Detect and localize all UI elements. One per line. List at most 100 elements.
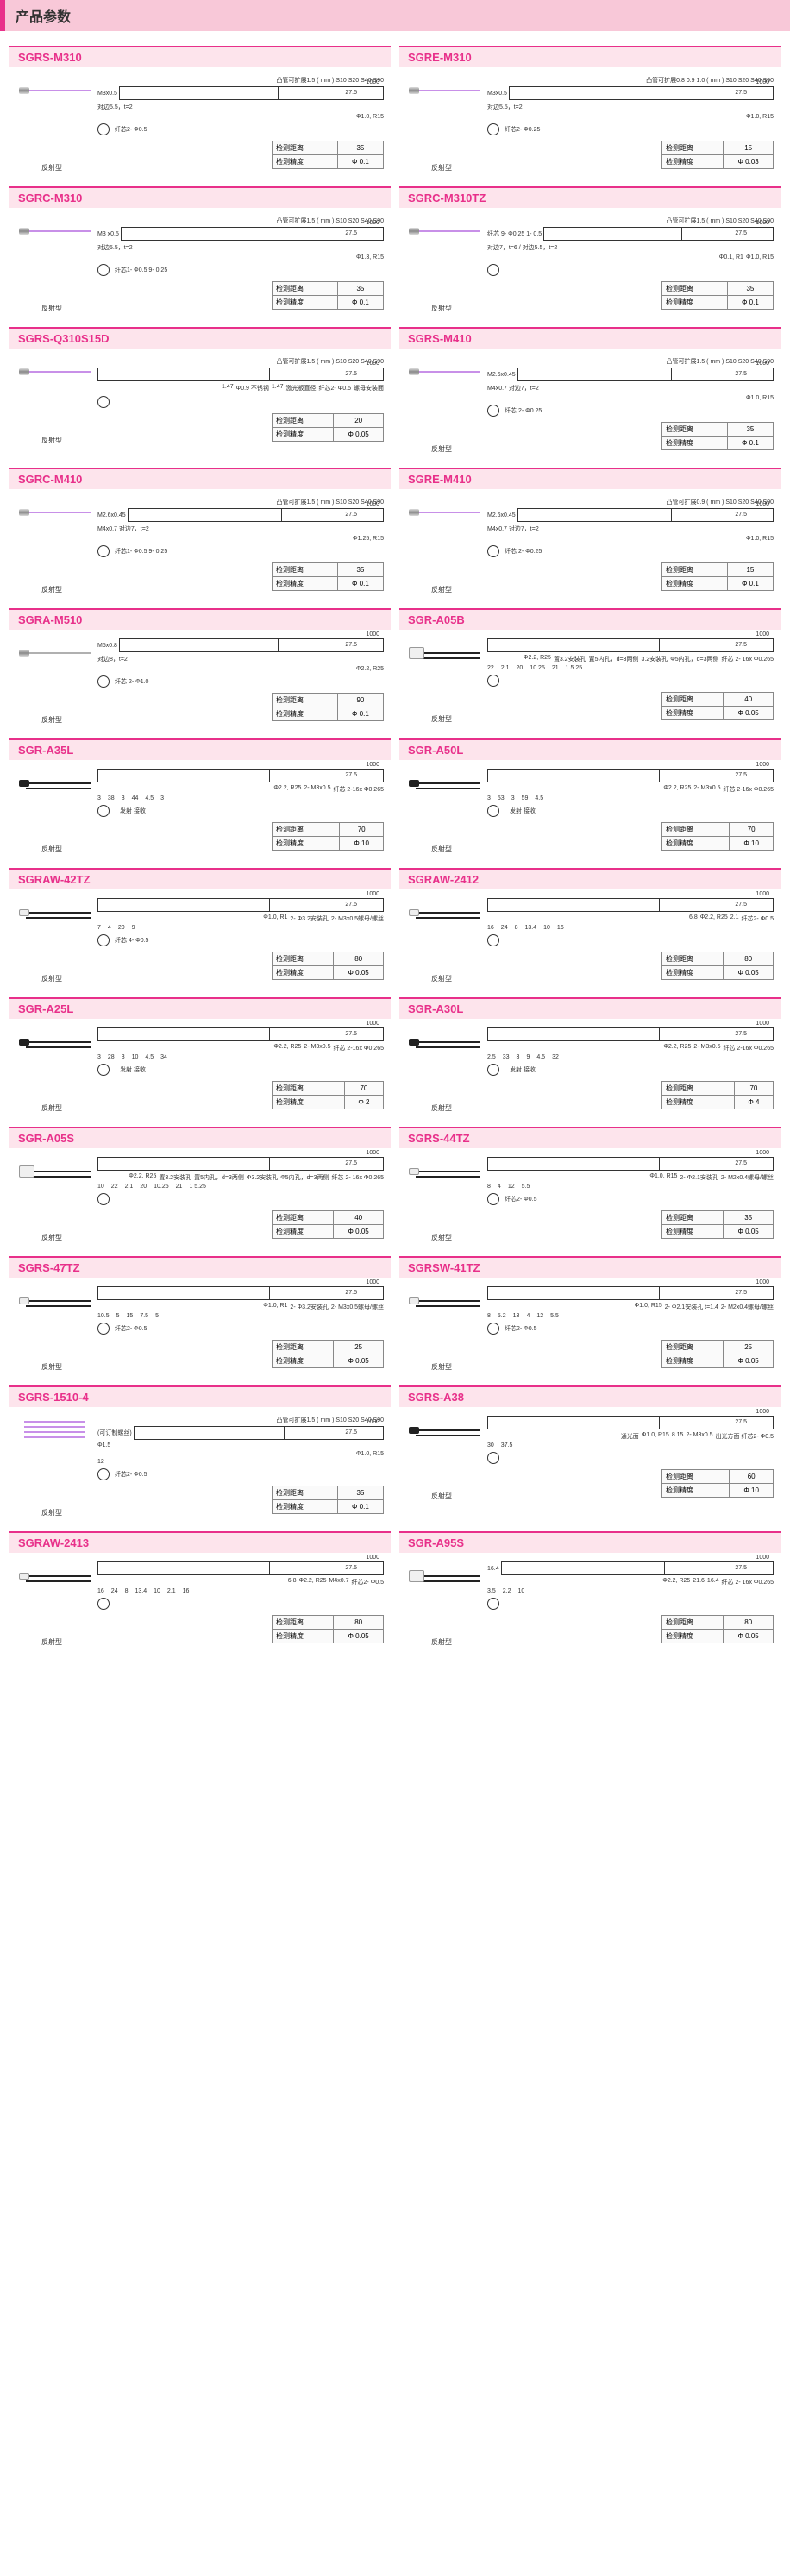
beam-note: 凸管可扩展1.5 ( mm ) S10 S20 S40 S90 [97, 498, 384, 506]
spec-acc-label: 检测精度 [662, 296, 728, 310]
dim-cable: 1000 [366, 79, 379, 85]
product-photo: 反射型 [13, 1558, 91, 1647]
dim-note: 21.6 [693, 1578, 705, 1586]
product-body: 反射型 凸管可扩展1.5 ( mm ) S10 S20 S40 S90100027… [9, 349, 391, 450]
dim-note: Φ3.2安装孔 [247, 1173, 278, 1182]
core-icon [487, 405, 499, 417]
product-photo: 反射型 [13, 1024, 91, 1113]
dim-note: Φ1.0, R15 [746, 536, 774, 542]
dim-value: 3 [487, 795, 491, 801]
type-label: 反射型 [41, 1637, 62, 1647]
product-photo: 反射型 [13, 635, 91, 725]
dim-left-2: M4x0.7 对边7，t=2 [97, 525, 149, 533]
spec-table: 检测距离80检测精度Φ 0.05 [272, 952, 384, 980]
tech-drawing: 100027.5Φ2.2, R25置3.2安装孔置5内孔，d=3两侧3.2安装孔… [484, 635, 777, 724]
spec-acc-label: 检测精度 [662, 707, 724, 720]
spec-acc-label: 检测精度 [662, 1484, 730, 1498]
emit-recv-label: 发射 接收 [120, 1065, 146, 1074]
spec-table: 检测距离25检测精度Φ 0.05 [661, 1340, 774, 1368]
tech-drawing: 100027.5Φ1.0, R152- Φ2.1安装孔2- M2x0.4螺母/螺… [484, 1153, 777, 1242]
product-photo: 反射型 [403, 72, 480, 173]
dim-value: 13 [513, 1313, 520, 1319]
beam-note: 凸管可扩展1.5 ( mm ) S10 S20 S40 S90 [97, 217, 384, 225]
dim-value: 20 [118, 925, 125, 931]
spec-dist-value: 70 [730, 823, 774, 837]
dim-cable: 1000 [756, 891, 769, 897]
spec-table: 检测距离80检测精度Φ 0.05 [661, 952, 774, 980]
core-icon [487, 805, 499, 817]
product-body: 反射型凸管可扩展1.5 ( mm ) S10 S20 S40 S90M3x0.5… [9, 67, 391, 178]
spec-acc-label: 检测精度 [273, 1096, 345, 1109]
type-label: 反射型 [431, 1103, 452, 1113]
dim-note: 1.47 [272, 384, 284, 393]
type-label: 反射型 [41, 436, 62, 445]
dim-note: Φ2.2, R25 [298, 1578, 326, 1586]
spec-table: 检测距离35检测精度Φ 0.1 [661, 422, 774, 450]
product-card: SGRS-1510-4反射型凸管可扩展1.5 ( mm ) S10 S20 S4… [9, 1385, 392, 1524]
product-body: 反射型100027.56.8Φ2.2, R252.1纤芯2- Φ0.516248… [399, 889, 781, 989]
spec-dist-value: 35 [724, 1211, 774, 1225]
dim-note: 16.4 [707, 1578, 719, 1586]
spec-table: 检测距离70检测精度Φ 4 [661, 1081, 774, 1109]
core-icon [487, 545, 499, 557]
dim-value: 3 [122, 795, 125, 801]
dim-note: Φ5内孔，d=3两侧 [670, 655, 718, 663]
core-icon [97, 1193, 110, 1205]
spec-acc-label: 检测精度 [273, 707, 338, 721]
spec-dist-value: 70 [344, 1082, 383, 1096]
dim-275: 27.5 [735, 1160, 747, 1166]
dim-275: 27.5 [345, 1565, 357, 1571]
dim-value: 34 [160, 1054, 167, 1060]
dim-note: 2.1 [730, 914, 739, 923]
tech-drawing: 凸管可扩展1.5 ( mm ) S10 S20 S40 S90100027.51… [94, 354, 387, 445]
emit-recv-label: 发射 接收 [510, 807, 536, 815]
dim-note: 2- M3x0.5 [693, 785, 720, 794]
spec-dist-label: 检测距离 [273, 141, 338, 155]
core-spec: 纤芯2- Φ0.5 [115, 1324, 147, 1333]
spec-acc-label: 检测精度 [273, 837, 340, 851]
product-photo: 反射型 [13, 1153, 91, 1242]
type-label: 反射型 [431, 1637, 452, 1647]
core-icon [487, 123, 499, 135]
dim-value: 32 [552, 1054, 559, 1060]
spec-table: 检测距离35检测精度Φ 0.1 [272, 141, 384, 169]
dim-note: Φ1.0, R15 [635, 1303, 662, 1311]
type-label: 反射型 [41, 1233, 62, 1242]
spec-acc-value: Φ 0.03 [724, 155, 774, 169]
tech-drawing: 100027.56.8Φ2.2, R252.1纤芯2- Φ0.51624813.… [484, 895, 777, 983]
dim-cable: 1000 [366, 1021, 379, 1027]
spec-dist-label: 检测距离 [662, 423, 728, 437]
core-spec: 纤芯 2- Φ0.25 [505, 547, 542, 556]
type-label: 反射型 [41, 715, 62, 725]
type-label: 反射型 [41, 974, 62, 983]
product-card: SGR-A95S反射型16.4100027.5Φ2.2, R2521.616.4… [398, 1530, 781, 1653]
dim-note: 2- M3x0.5螺母/螺丝 [331, 1303, 384, 1311]
product-card: SGRA-M510反射型M5x0.8100027.5对边8，t=2Φ2.2, R… [9, 607, 392, 731]
core-icon [97, 675, 110, 688]
product-body: 反射型凸管可扩展1.5 ( mm ) S10 S20 S40 S90M2.6x0… [399, 349, 781, 459]
dim-value: 22 [487, 665, 494, 671]
spec-dist-value: 40 [724, 693, 774, 707]
core-icon [97, 805, 110, 817]
spec-table: 检测距离70检测精度Φ 10 [661, 822, 774, 851]
dim-note: 纤芯2- Φ0.5 [352, 1578, 385, 1586]
dim-value: 8 [515, 925, 518, 931]
dim-cable: 1000 [756, 1279, 769, 1285]
product-body: 反射型100027.5Φ2.2, R25置3.2安装孔置5内孔，d=3两侧Φ3.… [9, 1148, 391, 1247]
spec-acc-label: 检测精度 [273, 1630, 334, 1643]
product-body: 反射型凸管可扩展1.5 ( mm ) S10 S20 S40 S90M2.6x0… [9, 489, 391, 600]
product-model: SGRS-M410 [399, 327, 781, 349]
spec-acc-label: 检测精度 [273, 296, 338, 310]
dim-left-1: M3 x0.5 [97, 231, 119, 237]
core-icon [97, 1064, 110, 1076]
type-label: 反射型 [41, 163, 62, 173]
product-model: SGRS-1510-4 [9, 1385, 391, 1407]
spec-acc-label: 检测精度 [662, 577, 728, 591]
dim-value: 10 [543, 925, 550, 931]
spec-acc-label: 检测精度 [273, 1225, 334, 1239]
spec-acc-value: Φ 0.1 [337, 707, 383, 721]
spec-dist-value: 80 [724, 1616, 774, 1630]
dim-value: 7.5 [140, 1313, 148, 1319]
dim-note: 3.2安装孔 [641, 655, 668, 663]
dim-note: Φ2.2, R25 [663, 785, 691, 794]
